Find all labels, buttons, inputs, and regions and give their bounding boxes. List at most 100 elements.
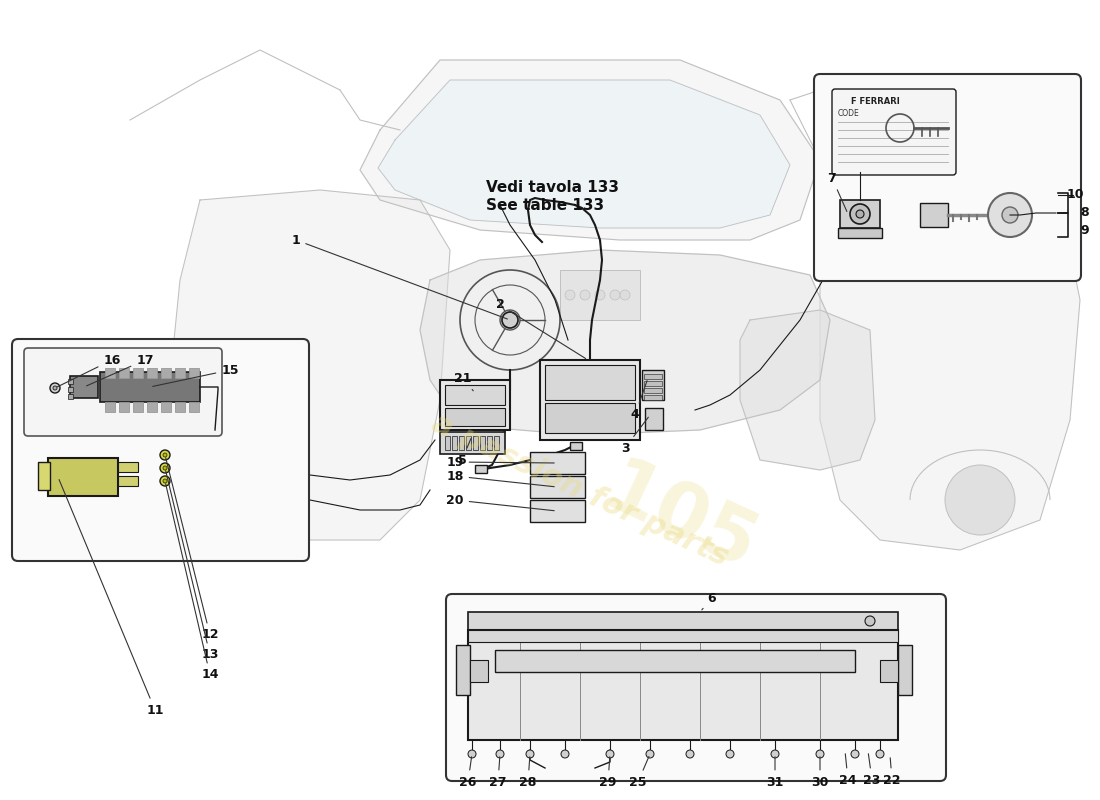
Polygon shape [740,310,874,470]
Bar [838,228,882,238]
Bar [468,630,898,642]
Text: 9: 9 [1080,223,1089,237]
Text: 10: 10 [1066,189,1083,202]
Circle shape [50,383,60,393]
Bar [470,660,488,682]
Bar [468,612,898,630]
Circle shape [595,290,605,300]
Circle shape [163,466,167,470]
Circle shape [851,750,859,758]
Text: 14: 14 [166,484,219,682]
Bar [642,370,664,400]
Circle shape [945,465,1015,535]
FancyBboxPatch shape [832,89,956,175]
Circle shape [460,270,560,370]
Circle shape [850,204,870,224]
Circle shape [876,750,884,758]
Bar [446,436,450,450]
Bar [459,436,464,450]
FancyBboxPatch shape [12,339,309,561]
Text: 11: 11 [59,479,164,717]
Bar [133,402,143,412]
Bar [644,395,662,400]
Text: 19: 19 [447,455,554,469]
Circle shape [856,210,864,218]
Circle shape [726,750,734,758]
Text: 30: 30 [812,757,828,789]
Text: 12: 12 [166,458,219,642]
Bar [440,432,505,454]
Bar [644,374,662,379]
Bar [446,408,505,426]
Text: a passion for parts: a passion for parts [427,408,733,572]
Bar [446,385,505,405]
Bar [487,436,492,450]
Bar [644,388,662,393]
Bar [147,368,157,378]
Text: 4: 4 [630,381,647,422]
Bar [473,436,478,450]
Bar [440,380,510,430]
Circle shape [160,476,170,486]
Bar [898,645,912,695]
Bar [68,387,73,392]
Text: 15: 15 [153,363,239,386]
Polygon shape [378,80,790,228]
Polygon shape [820,140,1080,550]
Text: 26: 26 [460,757,476,789]
Circle shape [565,290,575,300]
Bar [480,436,485,450]
Circle shape [580,290,590,300]
Text: 31: 31 [767,757,783,789]
Bar [147,402,157,412]
Circle shape [646,750,654,758]
Bar [175,368,185,378]
Text: 2: 2 [496,298,585,358]
Text: 27: 27 [490,757,507,789]
Text: 13: 13 [166,470,219,662]
Bar [560,270,640,320]
Text: 5: 5 [458,438,471,466]
Bar [530,476,585,498]
Text: 1: 1 [292,234,507,319]
Text: 21: 21 [454,371,473,391]
Circle shape [53,386,57,390]
Text: See table 133: See table 133 [486,198,604,213]
Bar [530,500,585,522]
Bar [70,376,98,398]
Text: 17: 17 [87,354,154,386]
Circle shape [160,463,170,473]
Bar [466,436,471,450]
Polygon shape [360,60,820,240]
Text: 7: 7 [827,171,847,211]
Text: 16: 16 [57,354,121,386]
Circle shape [988,193,1032,237]
Bar [544,365,635,400]
Bar [118,476,138,486]
Circle shape [865,616,874,626]
Polygon shape [170,190,450,540]
Text: 20: 20 [447,494,554,510]
Text: 24: 24 [839,754,857,786]
Bar [104,368,116,378]
Bar [104,402,116,412]
Circle shape [686,750,694,758]
Bar [68,379,73,384]
Text: 28: 28 [519,757,537,789]
Text: F FERRARI: F FERRARI [851,98,900,106]
Bar [544,403,635,433]
Bar [475,465,487,473]
Circle shape [496,750,504,758]
Bar [468,630,898,740]
Text: 25: 25 [629,757,649,789]
Bar [880,660,898,682]
Polygon shape [420,250,830,435]
Bar [118,462,138,472]
Circle shape [163,453,167,457]
Text: Vedi tavola 133: Vedi tavola 133 [485,181,618,195]
Circle shape [502,312,518,328]
Bar [48,458,118,496]
Circle shape [1002,207,1018,223]
Circle shape [561,750,569,758]
Bar [495,650,855,672]
